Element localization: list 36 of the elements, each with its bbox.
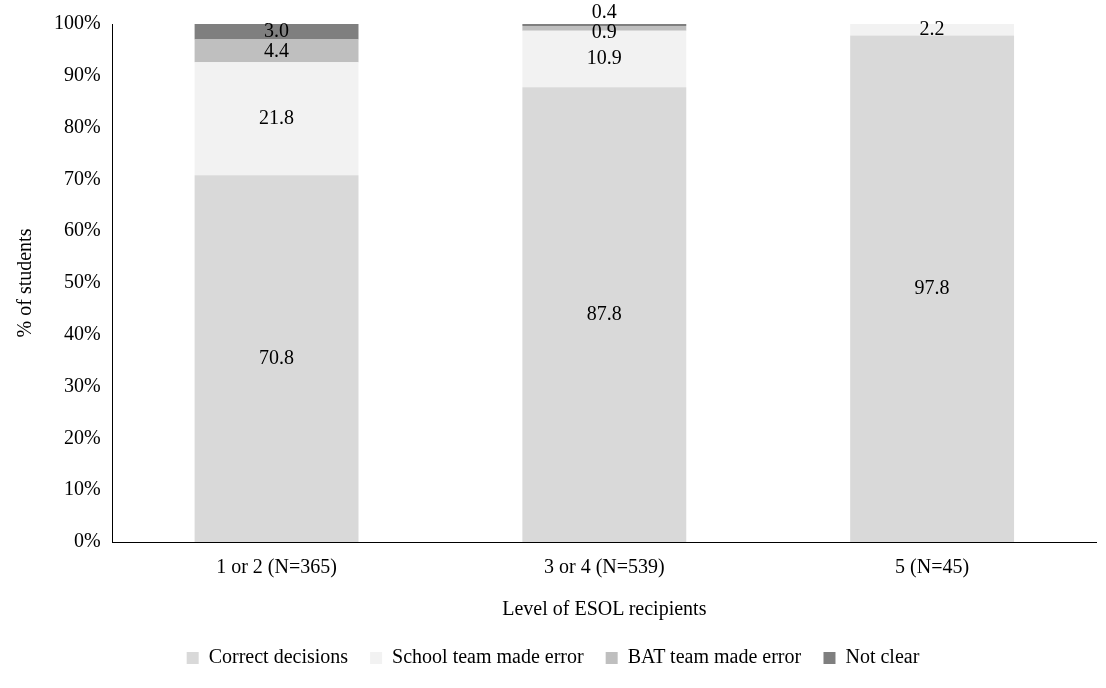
y-tick-label: 50% bbox=[63, 270, 101, 293]
y-tick-label: 100% bbox=[53, 11, 101, 34]
x-tick-label: 5 (N=45) bbox=[895, 555, 970, 579]
bar bbox=[850, 35, 1015, 542]
bar bbox=[194, 24, 359, 40]
y-tick-label: 80% bbox=[63, 114, 101, 137]
data-label: 2.2 bbox=[919, 16, 945, 39]
y-axis-title: % of students bbox=[13, 228, 36, 338]
y-tick-label: 60% bbox=[63, 218, 101, 241]
bar bbox=[194, 39, 359, 63]
legend-label: Not clear bbox=[845, 645, 920, 668]
x-tick-label: 1 or 2 (N=365) bbox=[216, 555, 337, 579]
legend-label: Correct decisions bbox=[208, 645, 349, 668]
y-tick-label: 10% bbox=[63, 477, 101, 500]
legend-label: BAT team made error bbox=[627, 645, 802, 668]
x-tick-label: 3 or 4 (N=539) bbox=[543, 555, 665, 579]
data-label: 10.9 bbox=[586, 46, 622, 69]
data-label: 21.8 bbox=[259, 106, 295, 129]
data-label: 87.8 bbox=[586, 301, 622, 324]
data-label: 97.8 bbox=[914, 275, 950, 298]
data-label: 70.8 bbox=[259, 345, 295, 368]
bar bbox=[522, 87, 687, 542]
y-tick-label: 30% bbox=[63, 373, 101, 396]
legend-label: School team made error bbox=[392, 645, 584, 668]
x-axis-title: Level of ESOL recipients bbox=[502, 597, 707, 621]
data-label: 3.0 bbox=[264, 19, 290, 42]
bar bbox=[194, 62, 359, 176]
data-label: 0.9 bbox=[591, 20, 617, 43]
y-tick-label: 90% bbox=[63, 63, 101, 86]
data-label: 0.4 bbox=[591, 0, 617, 23]
y-tick-label: 0% bbox=[73, 529, 101, 552]
y-tick-label: 20% bbox=[63, 425, 101, 448]
data-label: 4.4 bbox=[264, 39, 290, 62]
y-tick-label: 70% bbox=[63, 166, 101, 189]
y-tick-label: 40% bbox=[63, 322, 101, 345]
bar bbox=[194, 175, 359, 542]
